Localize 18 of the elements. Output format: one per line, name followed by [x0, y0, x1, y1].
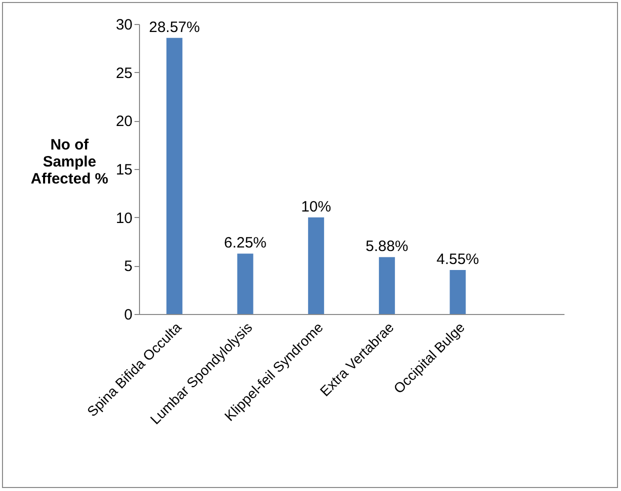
bar: [308, 217, 324, 314]
y-tick-label: 0: [124, 306, 132, 324]
data-label: 5.88%: [366, 238, 408, 256]
data-label: 6.25%: [224, 234, 267, 252]
y-tick-label: 30: [116, 16, 132, 34]
y-axis-title: No of Sample Affected %: [30, 136, 108, 188]
bar: [166, 38, 182, 314]
bar: [378, 257, 395, 314]
data-label: 28.57%: [148, 18, 200, 36]
y-tick-label: 5: [124, 258, 132, 276]
bar: [450, 270, 466, 314]
y-tick-label: 15: [116, 162, 132, 178]
y-tick-label: 10: [116, 210, 132, 227]
data-label: 4.55%: [436, 251, 480, 268]
bar: [237, 254, 254, 314]
data-label: 10%: [301, 198, 332, 216]
y-tick-label: 20: [116, 113, 132, 130]
y-tick-label: 25: [116, 64, 132, 82]
